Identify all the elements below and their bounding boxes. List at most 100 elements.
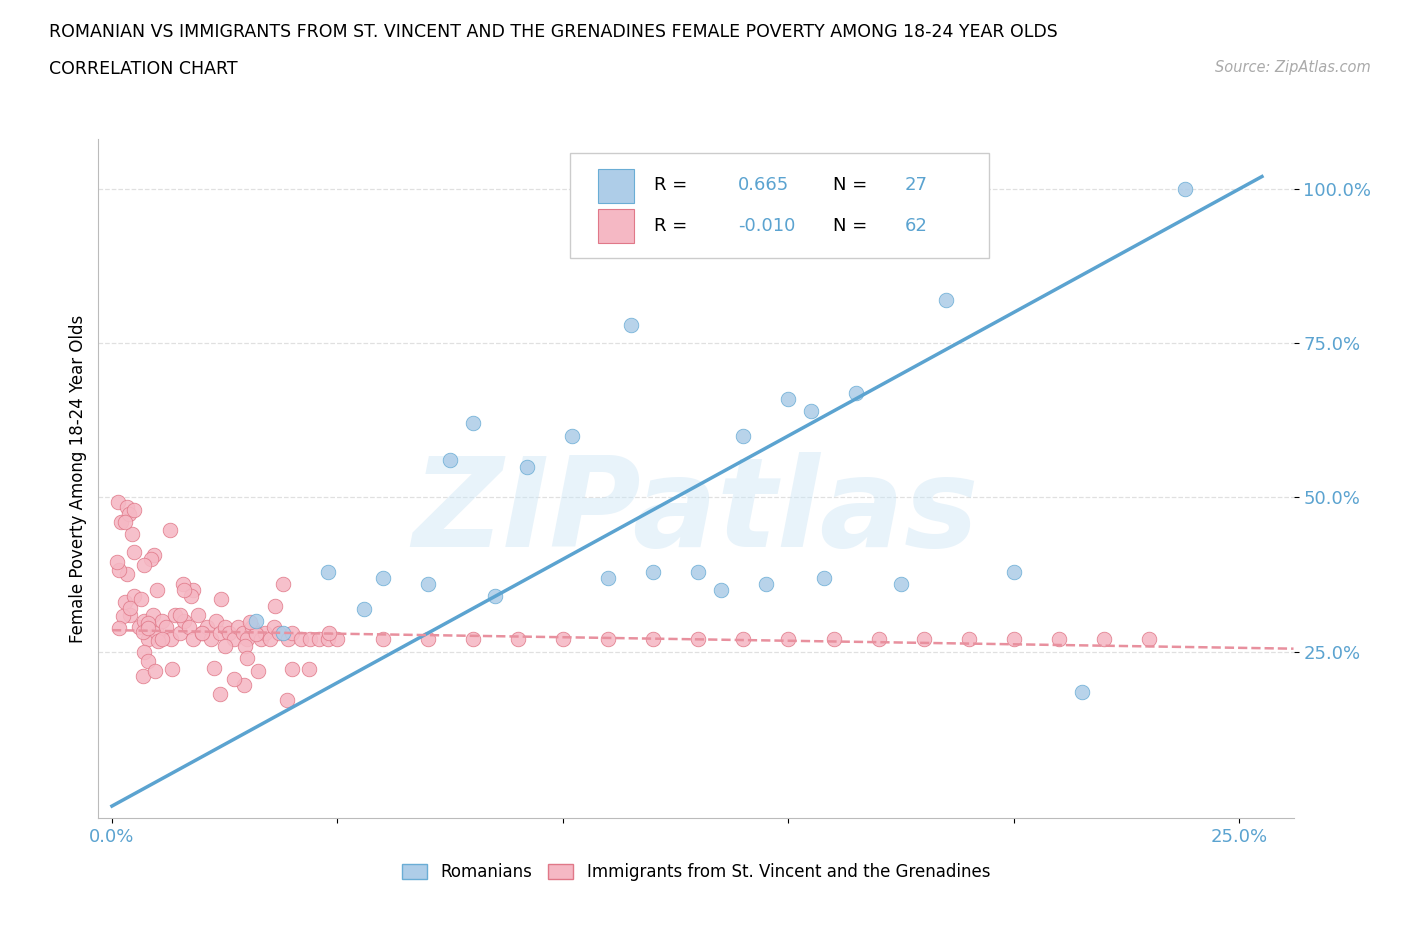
Point xyxy=(308,632,330,647)
Point xyxy=(177,619,200,634)
FancyBboxPatch shape xyxy=(571,153,988,259)
Text: N =: N = xyxy=(834,176,868,194)
Point xyxy=(277,632,299,647)
Point xyxy=(233,639,256,654)
Point xyxy=(136,616,159,631)
Text: N =: N = xyxy=(834,217,868,234)
Text: CORRELATION CHART: CORRELATION CHART xyxy=(49,60,238,78)
Point xyxy=(281,626,304,641)
Point xyxy=(755,577,778,591)
Point xyxy=(146,633,169,648)
Point xyxy=(131,668,153,683)
Point xyxy=(1137,632,1160,647)
Point xyxy=(117,567,139,582)
Text: R =: R = xyxy=(654,217,688,234)
Point xyxy=(800,404,823,418)
Point xyxy=(957,632,980,647)
Point xyxy=(146,626,169,641)
Point xyxy=(245,626,267,641)
Point xyxy=(416,577,439,591)
Point xyxy=(117,499,139,514)
Point xyxy=(439,453,461,468)
Point xyxy=(122,502,145,517)
Point xyxy=(173,583,195,598)
Point xyxy=(551,632,574,647)
Point xyxy=(208,686,231,701)
Point xyxy=(506,632,529,647)
Point xyxy=(353,601,375,616)
Point xyxy=(191,626,214,641)
Point xyxy=(276,693,298,708)
Bar xyxy=(598,168,634,203)
Point xyxy=(200,632,222,647)
Point xyxy=(371,570,394,585)
Point xyxy=(326,632,349,647)
Point xyxy=(688,565,710,579)
Point xyxy=(318,632,340,647)
Bar xyxy=(598,208,634,243)
Point xyxy=(181,632,204,647)
Point xyxy=(619,317,641,332)
Point xyxy=(114,595,136,610)
Point xyxy=(129,591,152,606)
Point xyxy=(169,626,191,641)
Point xyxy=(128,619,150,634)
Point xyxy=(733,429,755,444)
Point xyxy=(1174,181,1197,196)
Point xyxy=(121,526,143,541)
Text: R =: R = xyxy=(654,176,688,194)
Point xyxy=(561,429,583,444)
Point xyxy=(890,577,912,591)
Point xyxy=(218,626,240,641)
Point xyxy=(1002,565,1025,579)
Point xyxy=(222,632,245,647)
Point xyxy=(912,632,935,647)
Point xyxy=(249,632,271,647)
Point xyxy=(160,661,183,676)
Point xyxy=(172,577,194,591)
Point xyxy=(132,644,155,659)
Point xyxy=(107,495,129,510)
Point xyxy=(263,619,285,634)
Point xyxy=(143,664,166,679)
Point xyxy=(146,582,169,597)
Text: -0.010: -0.010 xyxy=(738,217,796,234)
Point xyxy=(596,570,619,585)
Point xyxy=(132,625,155,640)
Point xyxy=(263,599,285,614)
Point xyxy=(1092,632,1115,647)
Point xyxy=(159,523,181,538)
Point xyxy=(232,626,254,641)
Point xyxy=(214,619,236,634)
Point xyxy=(688,632,710,647)
Text: 62: 62 xyxy=(905,217,928,234)
Point xyxy=(710,582,733,597)
Point xyxy=(159,632,181,647)
Point xyxy=(173,614,195,629)
Point xyxy=(245,627,267,642)
Text: ZIPatlas: ZIPatlas xyxy=(413,452,979,574)
Point xyxy=(132,558,155,573)
Point xyxy=(204,614,226,629)
Y-axis label: Female Poverty Among 18-24 Year Olds: Female Poverty Among 18-24 Year Olds xyxy=(69,315,87,643)
Point xyxy=(813,570,835,585)
Text: 0.665: 0.665 xyxy=(738,176,789,194)
Point xyxy=(290,632,312,647)
Point xyxy=(318,625,340,640)
Point xyxy=(484,589,506,604)
Point xyxy=(191,626,214,641)
Point xyxy=(240,619,263,634)
Point xyxy=(1047,632,1070,647)
Point xyxy=(1070,684,1092,699)
Point xyxy=(516,459,538,474)
Text: Source: ZipAtlas.com: Source: ZipAtlas.com xyxy=(1215,60,1371,75)
Point xyxy=(778,392,800,406)
Point xyxy=(132,614,155,629)
Point xyxy=(108,621,131,636)
Point xyxy=(124,589,146,604)
Point xyxy=(273,626,295,641)
Point xyxy=(461,632,484,647)
Point xyxy=(187,607,209,622)
Point xyxy=(1002,632,1025,647)
Point xyxy=(202,660,225,675)
